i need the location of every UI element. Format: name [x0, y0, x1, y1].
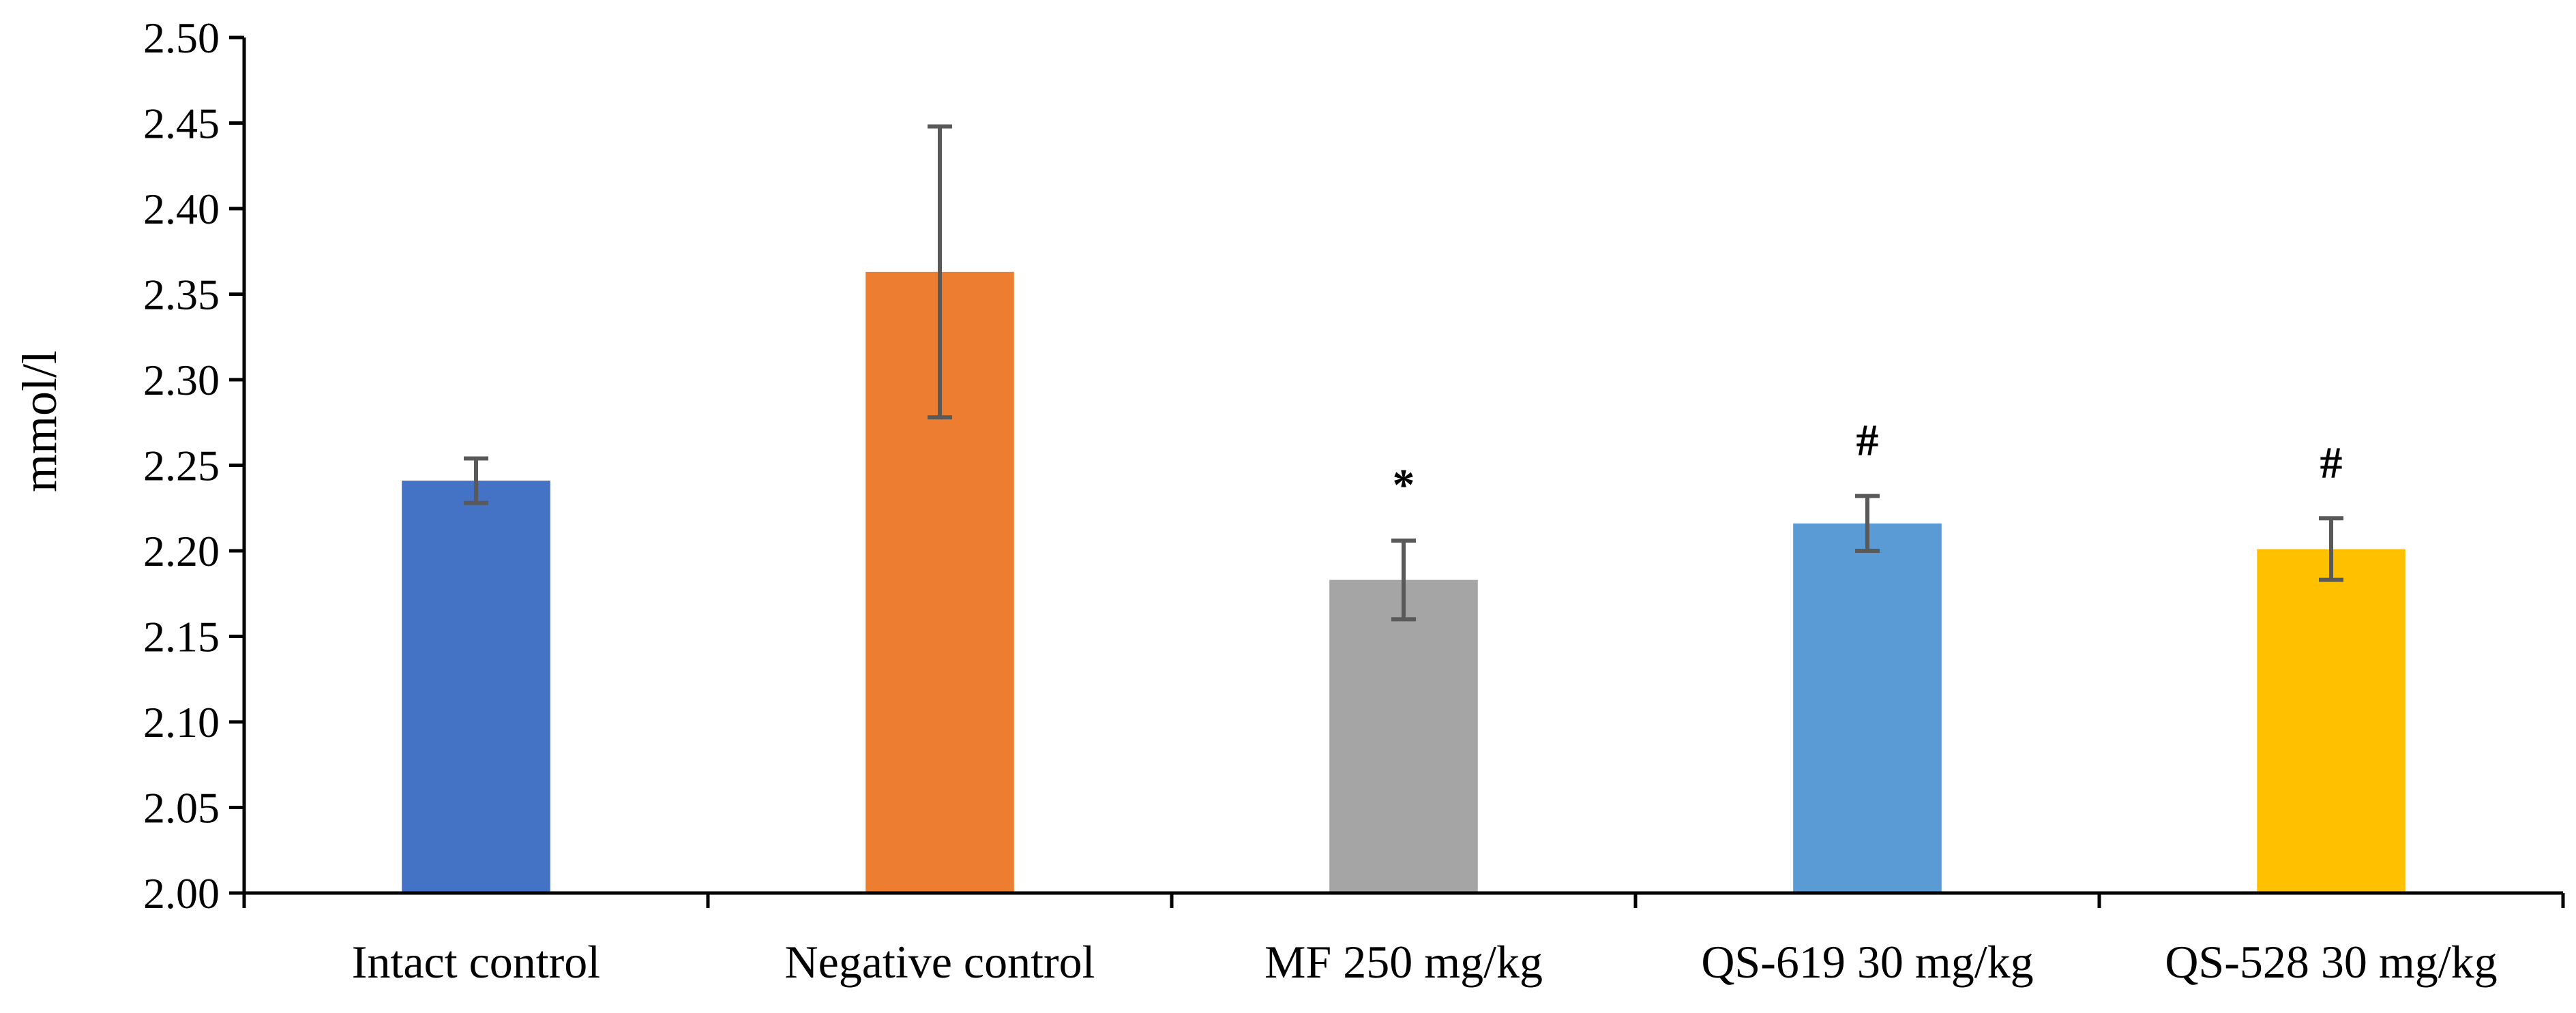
y-axis-label: mmol/l [12, 350, 67, 492]
y-tick-label: 2.45 [143, 100, 220, 148]
significance-markers-group: * # # [1393, 416, 2343, 510]
x-axis: Intact control Negative control MF 250 mg/… [242, 891, 2565, 988]
y-tick-label: 2.05 [143, 784, 220, 832]
x-tick-label: Intact control [352, 936, 600, 988]
y-tick-label: 2.15 [143, 613, 220, 661]
significance-marker: * [1393, 460, 1415, 510]
bar [1329, 579, 1478, 893]
y-tick-label: 2.20 [143, 527, 220, 575]
y-tick-label: 2.00 [143, 869, 220, 918]
y-tick-label: 2.30 [143, 356, 220, 404]
y-tick-label: 2.40 [143, 185, 220, 233]
significance-marker: # [2320, 438, 2343, 487]
x-tick-label: MF 250 mg/kg [1264, 936, 1543, 988]
bars-group [402, 271, 2405, 893]
error-bars-group [464, 124, 2343, 622]
bar [402, 481, 550, 893]
significance-marker: # [1856, 416, 1879, 466]
y-tick-label: 2.10 [143, 698, 220, 746]
y-tick-label: 2.35 [143, 271, 220, 319]
y-axis: 2.00 2.05 2.10 2.15 2.20 2.25 2.30 2.35 2.40 2.45… [143, 14, 246, 918]
x-tick-label: QS-528 30 mg/kg [2165, 936, 2497, 988]
bar [1793, 523, 1942, 893]
y-tick-label: 2.25 [143, 442, 220, 490]
bar [2257, 549, 2405, 893]
x-tick-label: QS-619 30 mg/kg [1701, 936, 2033, 988]
x-tick-label: Negative control [784, 936, 1095, 988]
y-tick-label: 2.50 [143, 14, 220, 62]
